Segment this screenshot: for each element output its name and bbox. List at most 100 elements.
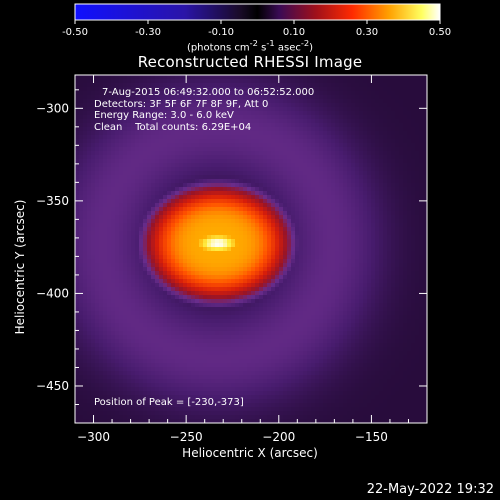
heatmap-cell: [139, 291, 144, 296]
heatmap-cell: [351, 115, 356, 120]
heatmap-cell: [91, 127, 96, 132]
heatmap-cell: [143, 195, 148, 200]
heatmap-cell: [247, 207, 252, 212]
heatmap-cell: [119, 271, 124, 276]
heatmap-cell: [375, 151, 380, 156]
heatmap-cell: [123, 91, 128, 96]
heatmap-cell: [159, 91, 164, 96]
heatmap-cell: [383, 115, 388, 120]
heatmap-cell: [359, 235, 364, 240]
heatmap-cell: [191, 167, 196, 172]
heatmap-cell: [323, 99, 328, 104]
heatmap-cell: [271, 203, 276, 208]
heatmap-cell: [243, 171, 248, 176]
heatmap-cell: [103, 143, 108, 148]
heatmap-cell: [175, 215, 180, 220]
heatmap-cell: [263, 115, 268, 120]
heatmap-cell: [195, 275, 200, 280]
heatmap-cell: [123, 135, 128, 140]
heatmap-cell: [131, 87, 136, 92]
heatmap-cell: [411, 203, 416, 208]
heatmap-cell: [335, 271, 340, 276]
heatmap-cell: [387, 179, 392, 184]
heatmap-cell: [303, 271, 308, 276]
heatmap-cell: [423, 139, 427, 144]
heatmap-cell: [155, 231, 160, 236]
heatmap-cell: [99, 83, 104, 88]
heatmap-cell: [223, 251, 228, 256]
heatmap-cell: [231, 91, 236, 96]
heatmap-cell: [183, 219, 188, 224]
heatmap-cell: [303, 191, 308, 196]
heatmap-cell: [263, 243, 268, 248]
heatmap-cell: [219, 87, 224, 92]
heatmap-cell: [279, 115, 284, 120]
heatmap-cell: [99, 103, 104, 108]
heatmap-cell: [271, 283, 276, 288]
heatmap-cell: [115, 83, 120, 88]
heatmap-cell: [411, 75, 416, 80]
heatmap-cell: [87, 207, 92, 212]
heatmap-cell: [335, 111, 340, 116]
heatmap-cell: [263, 187, 268, 192]
heatmap-cell: [363, 175, 368, 180]
heatmap-cell: [255, 227, 260, 232]
heatmap-cell: [131, 163, 136, 168]
heatmap-cell: [379, 203, 384, 208]
heatmap-cell: [159, 263, 164, 268]
heatmap-cell: [307, 263, 312, 268]
heatmap-cell: [335, 179, 340, 184]
heatmap-cell: [423, 103, 427, 108]
heatmap-cell: [123, 159, 128, 164]
heatmap-cell: [87, 187, 92, 192]
heatmap-cell: [223, 227, 228, 232]
heatmap-cell: [347, 195, 352, 200]
heatmap-cell: [99, 167, 104, 172]
heatmap-cell: [303, 243, 308, 248]
heatmap-cell: [183, 255, 188, 260]
heatmap-cell: [415, 143, 420, 148]
heatmap-cell: [83, 175, 88, 180]
heatmap-cell: [219, 199, 224, 204]
heatmap-cell: [283, 251, 288, 256]
heatmap-cell: [411, 243, 416, 248]
heatmap-cell: [263, 283, 268, 288]
heatmap-cell: [315, 195, 320, 200]
heatmap-cell: [155, 79, 160, 84]
heatmap-cell: [231, 131, 236, 136]
heatmap-cell: [387, 139, 392, 144]
heatmap-cell: [359, 131, 364, 136]
heatmap-cell: [275, 79, 280, 84]
heatmap-cell: [143, 275, 148, 280]
heatmap-cell: [227, 211, 232, 216]
heatmap-cell: [383, 227, 388, 232]
heatmap-cell: [139, 151, 144, 156]
heatmap-cell: [163, 283, 168, 288]
heatmap-cell: [95, 223, 100, 228]
heatmap-cell: [267, 231, 272, 236]
heatmap-cell: [247, 191, 252, 196]
heatmap-cell: [279, 251, 284, 256]
heatmap-cell: [403, 123, 408, 128]
heatmap-cell: [203, 203, 208, 208]
heatmap-cell: [379, 123, 384, 128]
heatmap-cell: [223, 235, 228, 240]
heatmap-cell: [131, 251, 136, 256]
heatmap-cell: [403, 267, 408, 272]
heatmap-cell: [211, 171, 216, 176]
heatmap-cell: [111, 207, 116, 212]
heatmap-cell: [103, 79, 108, 84]
heatmap-cell: [419, 83, 424, 88]
heatmap-cell: [227, 155, 232, 160]
heatmap-cell: [207, 251, 212, 256]
heatmap-cell: [119, 99, 124, 104]
heatmap-cell: [319, 171, 324, 176]
heatmap-cell: [335, 223, 340, 228]
heatmap-cell: [115, 119, 120, 124]
heatmap-cell: [179, 79, 184, 84]
heatmap-cell: [331, 183, 336, 188]
heatmap-cell: [107, 219, 112, 224]
heatmap-cell: [119, 115, 124, 120]
heatmap-cell: [295, 79, 300, 84]
heatmap-cell: [199, 203, 204, 208]
